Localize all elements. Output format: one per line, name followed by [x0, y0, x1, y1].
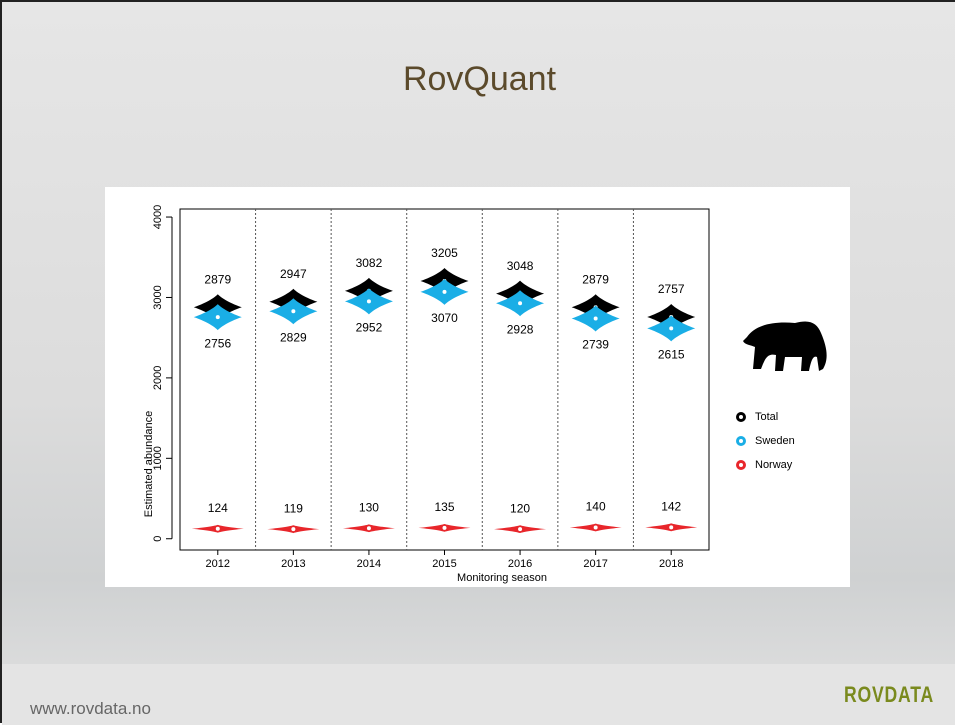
- legend-label: Norway: [755, 459, 793, 471]
- footer-url: www.rovdata.no: [30, 699, 151, 718]
- value-label: 2756: [204, 336, 231, 350]
- y-tick-label: 3000: [152, 285, 164, 309]
- value-label: 2947: [280, 267, 307, 281]
- slide-title: RovQuant: [402, 60, 557, 98]
- chart-background: [105, 187, 850, 587]
- median-dot: [669, 326, 674, 331]
- y-tick-label: 2000: [152, 366, 164, 390]
- value-label: 3082: [356, 256, 383, 270]
- y-tick-label: 4000: [152, 205, 164, 229]
- x-tick-label: 2013: [281, 558, 305, 570]
- legend-label: Total: [755, 411, 778, 423]
- value-label: 2757: [658, 282, 685, 296]
- y-tick-label: 0: [152, 536, 164, 542]
- median-dot: [442, 525, 447, 530]
- median-dot: [291, 309, 296, 314]
- value-label: 2739: [582, 338, 609, 352]
- median-dot: [593, 316, 598, 321]
- legend-marker: [736, 460, 746, 470]
- value-label: 119: [284, 501, 303, 515]
- value-label: 120: [510, 501, 530, 515]
- value-label: 2928: [507, 322, 534, 336]
- legend-marker: [736, 436, 746, 446]
- value-label: 2879: [204, 272, 231, 286]
- y-tick-label: 1000: [152, 446, 164, 470]
- value-label: 3070: [431, 311, 458, 325]
- value-label: 130: [359, 500, 379, 514]
- median-dot: [518, 527, 523, 532]
- chart: Monitoring season Estimated abundance 0 1…: [105, 187, 850, 587]
- value-label: 135: [434, 500, 454, 514]
- value-label: 142: [661, 499, 681, 513]
- x-tick-label: 2016: [508, 558, 532, 570]
- value-label: 3048: [507, 259, 534, 273]
- median-dot: [215, 526, 220, 531]
- y-axis-label: Estimated abundance: [143, 411, 155, 517]
- legend-marker: [736, 412, 746, 422]
- legend-label: Sweden: [755, 435, 795, 447]
- logo: ROVDATA: [844, 682, 935, 707]
- value-label: 2879: [582, 272, 609, 286]
- x-tick-label: 2014: [357, 558, 381, 570]
- median-dot: [215, 315, 220, 320]
- x-tick-label: 2017: [583, 558, 607, 570]
- median-dot: [366, 299, 371, 304]
- value-label: 2615: [658, 348, 685, 362]
- median-dot: [593, 525, 598, 530]
- footer-band: [2, 664, 955, 725]
- x-tick-label: 2018: [659, 558, 683, 570]
- median-dot: [669, 525, 674, 530]
- median-dot: [442, 289, 447, 294]
- bear-icon: [743, 321, 827, 371]
- value-label: 2952: [356, 320, 383, 334]
- median-dot: [366, 526, 371, 531]
- value-label: 3205: [431, 246, 458, 260]
- value-label: 140: [586, 500, 606, 514]
- x-tick-label: 2015: [432, 558, 456, 570]
- median-dot: [291, 527, 296, 532]
- x-axis-label: Monitoring season: [457, 572, 547, 584]
- median-dot: [518, 301, 523, 306]
- x-tick-label: 2012: [206, 558, 230, 570]
- value-label: 124: [208, 501, 228, 515]
- value-label: 2829: [280, 330, 307, 344]
